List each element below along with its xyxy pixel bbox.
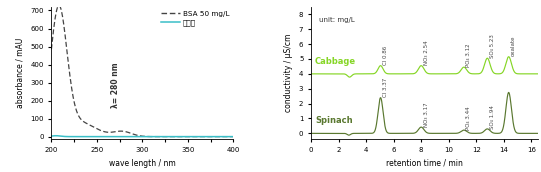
Text: SO₄ 1.94: SO₄ 1.94 <box>490 105 494 129</box>
Text: Spinach: Spinach <box>315 116 353 125</box>
Text: Cl 3.37: Cl 3.37 <box>383 78 388 97</box>
Legend: BSA 50 mg/L, 処理液: BSA 50 mg/L, 処理液 <box>161 10 229 26</box>
Text: PO₄ 3.44: PO₄ 3.44 <box>466 106 471 130</box>
X-axis label: retention time / min: retention time / min <box>386 159 463 168</box>
Y-axis label: conductivity / μS/cm: conductivity / μS/cm <box>284 34 293 112</box>
Text: oxalate: oxalate <box>511 36 516 56</box>
Text: PO₄ 3.12: PO₄ 3.12 <box>466 43 471 67</box>
X-axis label: wave length / nm: wave length / nm <box>109 159 176 168</box>
Text: Cl 0.86: Cl 0.86 <box>383 46 388 65</box>
Text: Cabbage: Cabbage <box>315 57 356 66</box>
Y-axis label: absorbance / mAU: absorbance / mAU <box>16 38 25 108</box>
Text: NO₃ 2.54: NO₃ 2.54 <box>424 41 428 65</box>
Text: NO₃ 3.17: NO₃ 3.17 <box>424 102 428 127</box>
Text: unit: mg/L: unit: mg/L <box>319 17 355 23</box>
Text: λ= 280 nm: λ= 280 nm <box>110 62 120 108</box>
Text: SO₄ 5.23: SO₄ 5.23 <box>490 34 494 58</box>
